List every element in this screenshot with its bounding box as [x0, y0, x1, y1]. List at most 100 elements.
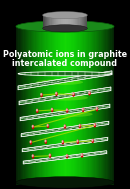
- Ellipse shape: [48, 111, 93, 117]
- Circle shape: [41, 94, 42, 95]
- Bar: [112, 26, 113, 185]
- Bar: [67, 26, 69, 185]
- Ellipse shape: [16, 21, 114, 32]
- Circle shape: [66, 109, 67, 111]
- Bar: [43, 26, 44, 185]
- Bar: [72, 15, 73, 28]
- Circle shape: [94, 123, 96, 128]
- Bar: [73, 15, 74, 28]
- Bar: [42, 26, 43, 185]
- Bar: [98, 26, 100, 185]
- Circle shape: [64, 125, 65, 127]
- Bar: [27, 26, 28, 185]
- Bar: [45, 26, 47, 185]
- Bar: [76, 26, 77, 185]
- Bar: [97, 26, 98, 185]
- Circle shape: [32, 155, 33, 156]
- Circle shape: [62, 141, 63, 142]
- Bar: [82, 26, 84, 185]
- Circle shape: [30, 140, 32, 145]
- Bar: [63, 26, 64, 185]
- Bar: [36, 26, 37, 185]
- Circle shape: [56, 92, 57, 94]
- Bar: [75, 26, 76, 185]
- Bar: [48, 26, 49, 185]
- Bar: [79, 26, 80, 185]
- Circle shape: [51, 108, 53, 112]
- Circle shape: [92, 139, 93, 141]
- Bar: [85, 26, 86, 185]
- Circle shape: [32, 154, 34, 159]
- Circle shape: [66, 155, 67, 156]
- Bar: [99, 26, 101, 185]
- Ellipse shape: [36, 79, 83, 85]
- Circle shape: [32, 125, 33, 127]
- Bar: [71, 26, 73, 185]
- Bar: [82, 15, 83, 28]
- Bar: [109, 26, 111, 185]
- Circle shape: [45, 139, 47, 144]
- Bar: [59, 26, 60, 185]
- Circle shape: [45, 140, 46, 142]
- Polygon shape: [23, 151, 107, 164]
- Circle shape: [32, 125, 34, 129]
- Bar: [77, 15, 79, 28]
- Circle shape: [49, 153, 51, 158]
- Bar: [53, 15, 54, 28]
- Polygon shape: [22, 137, 108, 152]
- Ellipse shape: [18, 72, 112, 76]
- Bar: [93, 26, 95, 185]
- Bar: [47, 15, 48, 28]
- Bar: [46, 15, 47, 28]
- Bar: [40, 26, 42, 185]
- Bar: [32, 26, 33, 185]
- Bar: [58, 15, 60, 28]
- Bar: [96, 26, 97, 185]
- Bar: [57, 15, 58, 28]
- Bar: [38, 26, 40, 185]
- Bar: [29, 26, 31, 185]
- Bar: [45, 15, 46, 28]
- Circle shape: [73, 93, 74, 94]
- Circle shape: [62, 140, 64, 145]
- Polygon shape: [20, 104, 110, 121]
- Circle shape: [77, 139, 79, 144]
- Bar: [80, 15, 81, 28]
- Bar: [33, 26, 35, 185]
- Bar: [81, 15, 82, 28]
- Polygon shape: [21, 121, 109, 137]
- Bar: [81, 26, 82, 185]
- Bar: [26, 26, 27, 185]
- Circle shape: [89, 92, 90, 93]
- Ellipse shape: [43, 12, 87, 19]
- Polygon shape: [19, 87, 111, 105]
- Bar: [63, 15, 64, 28]
- Bar: [28, 26, 30, 185]
- Bar: [53, 26, 54, 185]
- Bar: [18, 26, 20, 185]
- Bar: [85, 15, 86, 28]
- Circle shape: [79, 124, 81, 128]
- Circle shape: [72, 92, 75, 97]
- Bar: [101, 26, 102, 185]
- Bar: [67, 15, 69, 28]
- Bar: [55, 15, 56, 28]
- Bar: [108, 26, 109, 185]
- Bar: [90, 26, 91, 185]
- Bar: [80, 26, 81, 185]
- Bar: [92, 26, 93, 185]
- Bar: [59, 15, 61, 28]
- Circle shape: [49, 154, 50, 156]
- Bar: [74, 15, 75, 28]
- Bar: [65, 26, 66, 185]
- Bar: [51, 26, 53, 185]
- Bar: [70, 26, 71, 185]
- Circle shape: [30, 141, 31, 143]
- Bar: [16, 26, 17, 185]
- Bar: [103, 26, 104, 185]
- Bar: [31, 26, 32, 185]
- Bar: [64, 26, 65, 185]
- Circle shape: [96, 108, 97, 109]
- Circle shape: [81, 153, 83, 158]
- Bar: [54, 26, 55, 185]
